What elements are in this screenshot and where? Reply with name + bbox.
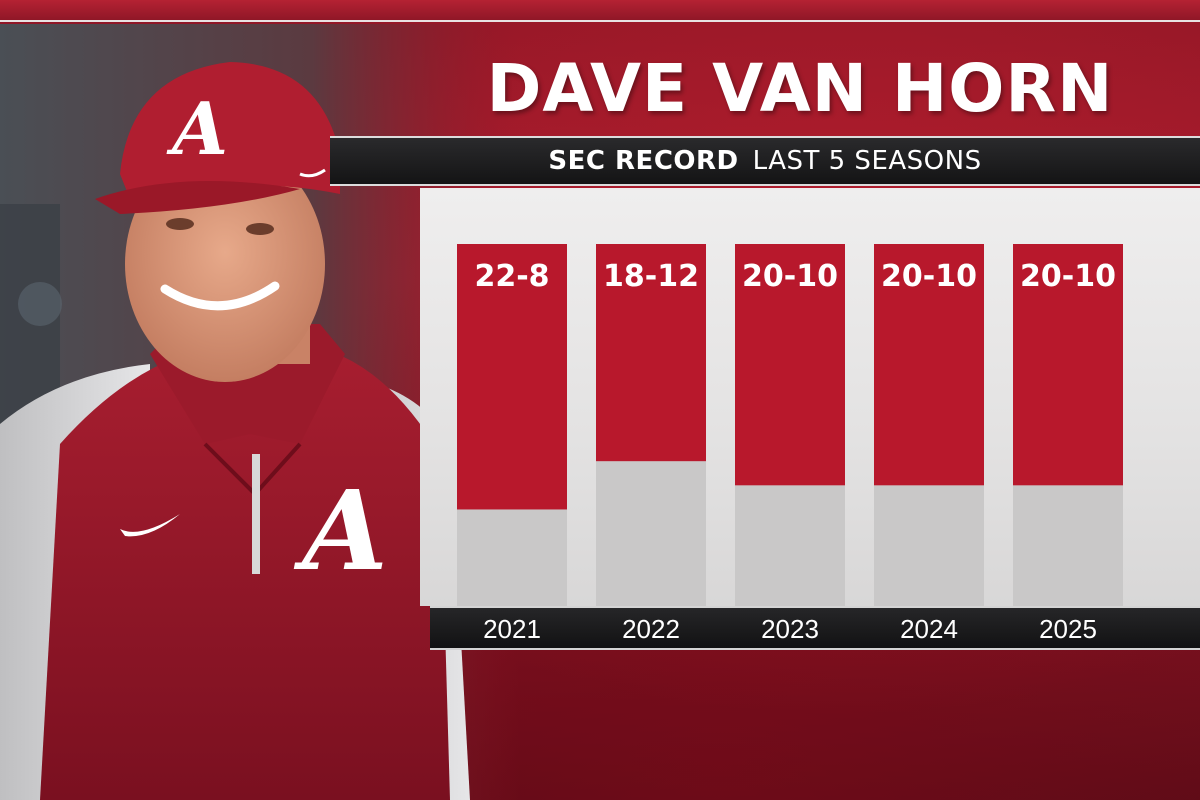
bar-losses-2023 (735, 485, 845, 606)
bar-wins-2022 (596, 244, 706, 462)
bar-wins-2025 (1013, 244, 1123, 486)
subtitle-bar: SEC RECORD LAST 5 SEASONS (330, 136, 1200, 186)
svg-text:A: A (293, 466, 387, 595)
top-band (0, 0, 1200, 22)
subtitle-bold: SEC RECORD (548, 146, 739, 176)
tick-label-2024: 2024 (900, 614, 958, 644)
bar-losses-2021 (457, 509, 567, 606)
bar-wins-2021 (457, 244, 567, 510)
page-title: DAVE VAN HORN (486, 50, 1114, 127)
bar-wins-2024 (874, 244, 984, 486)
bar-losses-2024 (874, 485, 984, 606)
svg-text:A: A (166, 86, 228, 171)
tick-label-2021: 2021 (483, 614, 541, 644)
data-label-2021: 22-8 (474, 259, 549, 294)
data-label-2025: 20-10 (1020, 259, 1116, 294)
data-label-2022: 18-12 (603, 259, 699, 294)
bar-chart: 22-8 18-12 20-10 20-10 20-10 (457, 244, 1123, 606)
bar-losses-2022 (596, 461, 706, 606)
subtitle-rest: LAST 5 SEASONS (752, 146, 982, 176)
tick-label-2022: 2022 (622, 614, 680, 644)
data-label-2023: 20-10 (742, 259, 838, 294)
tick-label-2023: 2023 (761, 614, 819, 644)
data-label-2024: 20-10 (881, 259, 977, 294)
tick-label-2025: 2025 (1039, 614, 1097, 644)
bar-losses-2025 (1013, 485, 1123, 606)
x-axis-bar: 2021 2022 2023 2024 2025 (430, 606, 1200, 650)
bar-wins-2023 (735, 244, 845, 486)
chart-panel: 22-8 18-12 20-10 20-10 20-10 (420, 188, 1200, 606)
